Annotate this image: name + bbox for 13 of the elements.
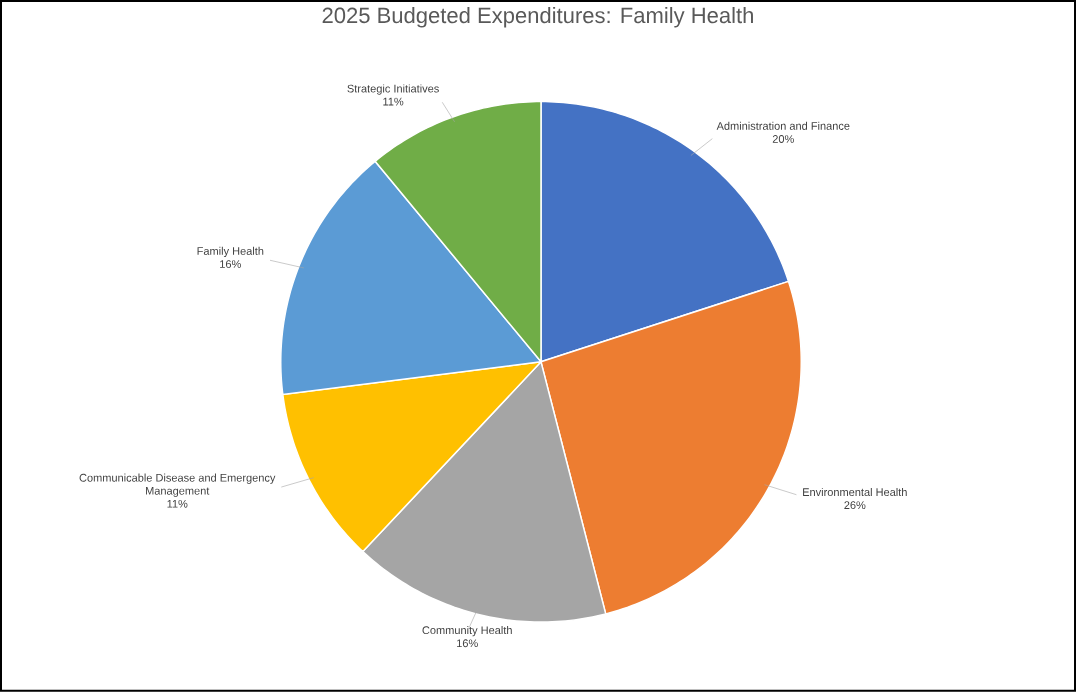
data-label: 11%	[383, 97, 404, 106]
slice-label: Family Health	[197, 247, 264, 258]
slice-label: Environmental Health	[803, 488, 907, 497]
slice-label: Community Health	[422, 626, 512, 637]
data-label: 11%	[167, 500, 188, 508]
data-label: 16%	[220, 260, 241, 269]
slice-label: Strategic Initiatives	[347, 84, 439, 95]
chart-title: 2025 Budgeted Expenditures: Family Health	[322, 7, 753, 28]
slice-label: Administration and Finance	[716, 121, 850, 131]
data-label: 16%	[457, 639, 478, 648]
data-label: 20%	[772, 135, 794, 144]
slice-label: Communicable Disease and Emergency Management	[79, 473, 276, 498]
data-label: 26%	[844, 501, 866, 510]
